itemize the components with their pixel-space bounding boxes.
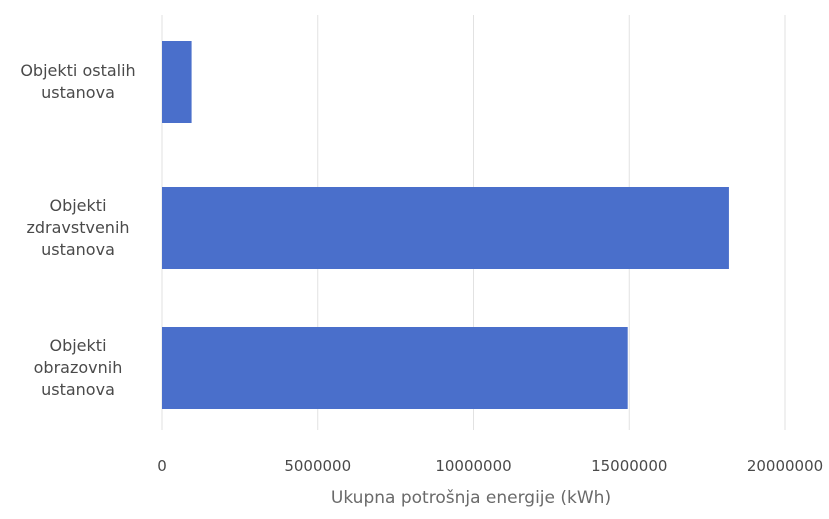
category-labels: Objekti ostalih ustanova Objekti zdravstven… [20, 61, 135, 399]
category-label: Objekti [49, 196, 106, 215]
x-axis-title: Ukupna potrošnja energije (kWh) [331, 488, 611, 508]
category-label: Objekti [49, 336, 106, 355]
x-tick-label: 0 [157, 457, 167, 475]
x-tick-label: 5000000 [284, 457, 351, 475]
bar [162, 327, 628, 409]
bars [162, 41, 729, 409]
category-label: Objekti ostalih [20, 61, 135, 80]
x-tick-labels: 0 5000000 10000000 15000000 20000000 [157, 457, 823, 475]
category-label: ustanova [41, 83, 115, 102]
x-tick-label: 10000000 [435, 457, 511, 475]
x-tick-label: 15000000 [591, 457, 667, 475]
category-label: ustanova [41, 240, 115, 259]
category-label: zdravstvenih [26, 218, 129, 237]
x-tick-label: 20000000 [747, 457, 823, 475]
category-label: obrazovnih [34, 358, 123, 377]
bar [162, 187, 729, 269]
bar [162, 41, 192, 123]
category-label: ustanova [41, 380, 115, 399]
